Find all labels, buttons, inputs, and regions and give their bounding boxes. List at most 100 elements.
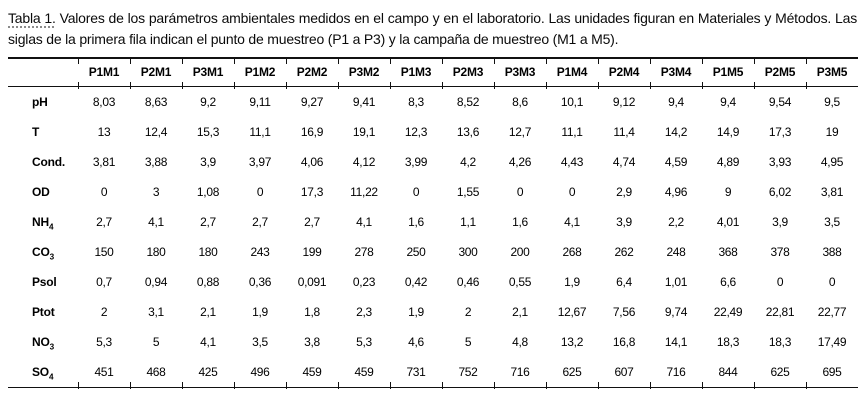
table-row-ptot: Ptot 2 3,1 2,1 1,9 1,8 2,3 1,9 2 2,1 12,67 7,56 9,74… bbox=[8, 297, 858, 327]
cell-nh4-p1m2: 2,7 bbox=[252, 215, 268, 230]
row-label: OD bbox=[8, 177, 78, 207]
cell-nh4-p2m2: 2,7 bbox=[304, 215, 320, 230]
cell-cond-p2m2: 4,06 bbox=[300, 155, 324, 170]
cell-so4-p2m1: 468 bbox=[129, 357, 182, 389]
row-label: T bbox=[8, 117, 78, 147]
cell-cond-p1m1: 3,81 bbox=[92, 155, 116, 170]
row-label: Psol bbox=[8, 267, 78, 297]
table-row-od: OD 0 3 1,08 0 17,3 11,22 0 1,55 0 0 2,9 4,96 9 6,02 3,8… bbox=[8, 177, 858, 207]
table-row-no3: NO3 5,3 5 4,1 3,5 3,8 5,3 4,6 5 4,8 13,2 16,8 14,1 18… bbox=[8, 327, 858, 357]
cell-no3-p1m4: 13,2 bbox=[560, 335, 584, 350]
row-label-text: NH bbox=[32, 215, 49, 230]
cell-nh4-p1m5: 4,01 bbox=[716, 215, 740, 230]
cell-t-p2m3: 13,6 bbox=[456, 125, 480, 140]
cell-nh4-p3m2: 4,1 bbox=[356, 215, 372, 230]
cell-so4-p1m1: 451 bbox=[77, 357, 130, 389]
row-label: NO3 bbox=[8, 327, 78, 357]
column-header-p3m5: P3M5 bbox=[805, 57, 858, 90]
corner-cell bbox=[8, 57, 78, 88]
cell-nh4-p3m4: 2,2 bbox=[668, 215, 684, 230]
column-header-p2m3: P2M3 bbox=[441, 57, 494, 90]
cell-ph-p3m4: 9,4 bbox=[668, 95, 684, 110]
cell-od-p2m4: 2,9 bbox=[616, 185, 632, 200]
row-label-text: Ptot bbox=[32, 305, 55, 320]
cell-no3-p2m3: 5 bbox=[464, 335, 472, 350]
cell-ph-p1m5: 9,4 bbox=[720, 95, 736, 110]
cell-nh4-p1m3: 1,6 bbox=[408, 215, 424, 230]
row-label-subscript: 3 bbox=[49, 342, 55, 352]
column-header-p2m4: P2M4 bbox=[597, 57, 650, 90]
column-header-p1m1: P1M1 bbox=[77, 57, 130, 90]
row-label-subscript: 4 bbox=[48, 222, 54, 232]
cell-cond-p1m4: 4,43 bbox=[560, 155, 584, 170]
cell-od-p2m5: 6,02 bbox=[768, 185, 792, 200]
column-header-p2m5: P2M5 bbox=[753, 57, 806, 90]
cell-no3-p3m4: 14,1 bbox=[664, 335, 688, 350]
cell-nh4-p2m5: 3,9 bbox=[772, 215, 788, 230]
row-label: Cond. bbox=[8, 147, 78, 177]
table-row-so4: SO4 451 468 425 496 459 459 731 752 716 625 607 716 8… bbox=[8, 357, 858, 389]
cell-co3-p1m1: 150 bbox=[94, 245, 114, 260]
cell-psol-p3m2: 0,23 bbox=[352, 275, 376, 290]
cell-psol-p3m4: 1,01 bbox=[664, 275, 688, 290]
cell-ph-p1m2: 9,11 bbox=[249, 95, 271, 110]
cell-ptot-p2m1: 3,1 bbox=[148, 305, 164, 320]
cell-so4-p3m4: 716 bbox=[649, 357, 702, 389]
cell-ph-p2m4: 9,12 bbox=[612, 95, 636, 110]
header-row: P1M1 P2M1 P3M1 P1M2 P2M2 P3M2 P1M3 P2M3 P3M3 P1M4… bbox=[8, 57, 858, 90]
params-table: P1M1 P2M1 P3M1 P1M2 P2M2 P3M2 P1M3 P2M3 P3M3 P1M4… bbox=[8, 57, 858, 389]
cell-ptot-p1m5: 22,49 bbox=[713, 305, 743, 320]
cell-so4-p3m2: 459 bbox=[337, 357, 390, 389]
cell-cond-p3m1: 3,9 bbox=[200, 155, 216, 170]
cell-co3-p2m5: 378 bbox=[770, 245, 790, 260]
table-caption-text: Valores de los parámetros ambientales me… bbox=[8, 10, 857, 47]
cell-no3-p3m5: 17,49 bbox=[817, 335, 847, 350]
cell-ptot-p3m4: 9,74 bbox=[664, 305, 688, 320]
cell-od-p1m5: 9 bbox=[724, 185, 732, 200]
table-row-ph: pH 8,03 8,63 9,2 9,11 9,27 9,41 8,3 8,52 8,6 10,1 9… bbox=[8, 87, 858, 118]
cell-ptot-p3m3: 2,1 bbox=[512, 305, 528, 320]
cell-cond-p1m5: 4,89 bbox=[716, 155, 740, 170]
cell-psol-p2m3: 0,46 bbox=[456, 275, 480, 290]
cell-co3-p2m4: 262 bbox=[614, 245, 634, 260]
cell-ph-p3m5: 9,5 bbox=[824, 95, 840, 110]
table-caption: Tabla 1. Valores de los parámetros ambie… bbox=[8, 8, 857, 49]
column-header-p1m5: P1M5 bbox=[701, 57, 754, 90]
cell-od-p2m2: 17,3 bbox=[300, 185, 324, 200]
cell-t-p1m3: 12,3 bbox=[404, 125, 428, 140]
cell-so4-p2m3: 752 bbox=[441, 357, 494, 389]
cell-ph-p2m1: 8,63 bbox=[144, 95, 168, 110]
cell-co3-p2m2: 199 bbox=[302, 245, 322, 260]
cell-t-p1m4: 11,1 bbox=[561, 125, 583, 140]
column-header-p3m3: P3M3 bbox=[493, 57, 546, 90]
column-header-p1m3: P1M3 bbox=[389, 57, 442, 90]
cell-ph-p2m3: 8,52 bbox=[456, 95, 480, 110]
cell-psol-p1m1: 0,7 bbox=[96, 275, 112, 290]
cell-co3-p3m4: 248 bbox=[666, 245, 686, 260]
cell-t-p1m2: 11,1 bbox=[249, 125, 271, 140]
cell-ph-p2m5: 9,54 bbox=[768, 95, 792, 110]
cell-ptot-p2m4: 7,56 bbox=[612, 305, 636, 320]
cell-ptot-p3m1: 2,1 bbox=[200, 305, 216, 320]
row-label: pH bbox=[8, 87, 78, 118]
cell-psol-p1m2: 0,36 bbox=[248, 275, 272, 290]
cell-ph-p1m3: 8,3 bbox=[408, 95, 424, 110]
row-label: CO3 bbox=[8, 237, 78, 267]
cell-so4-p1m5: 844 bbox=[701, 357, 754, 389]
cell-t-p3m1: 15,3 bbox=[196, 125, 220, 140]
cell-psol-p2m2: 0,091 bbox=[297, 275, 327, 290]
cell-so4-p3m3: 716 bbox=[493, 357, 546, 389]
cell-nh4-p3m5: 3,5 bbox=[824, 215, 840, 230]
table-row-psol: Psol 0,7 0,94 0,88 0,36 0,091 0,23 0,42 0,46 0,55… bbox=[8, 267, 858, 297]
cell-no3-p1m3: 4,6 bbox=[408, 335, 424, 350]
cell-t-p2m4: 11,4 bbox=[613, 125, 635, 140]
cell-ptot-p2m3: 2 bbox=[464, 305, 472, 320]
cell-co3-p3m5: 388 bbox=[822, 245, 842, 260]
cell-ptot-p2m5: 22,81 bbox=[765, 305, 795, 320]
cell-psol-p1m4: 1,9 bbox=[564, 275, 580, 290]
row-label: Ptot bbox=[8, 297, 78, 327]
cell-so4-p3m1: 425 bbox=[181, 357, 234, 389]
cell-ptot-p2m2: 1,8 bbox=[304, 305, 320, 320]
cell-t-p2m1: 12,4 bbox=[144, 125, 168, 140]
cell-co3-p2m1: 180 bbox=[146, 245, 166, 260]
